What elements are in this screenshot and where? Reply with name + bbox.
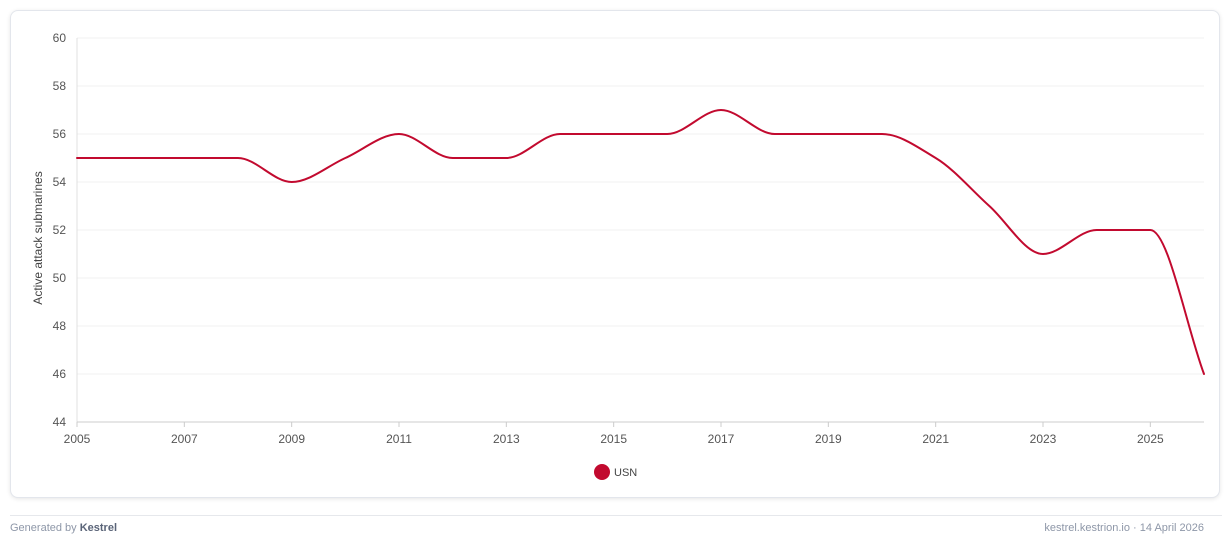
data-point[interactable] <box>557 131 563 137</box>
data-point[interactable] <box>933 155 939 161</box>
data-point[interactable] <box>825 131 831 137</box>
x-tick-label: 2005 <box>64 432 91 446</box>
legend-item-usn[interactable]: USN <box>594 464 637 480</box>
x-tick-label: 2025 <box>1137 432 1164 446</box>
x-tick-label: 2021 <box>922 432 949 446</box>
generated-prefix: Generated by <box>10 522 77 534</box>
series-line-usn[interactable] <box>76 109 1205 375</box>
data-point[interactable] <box>342 155 348 161</box>
data-point[interactable] <box>879 131 885 137</box>
y-tick-label: 50 <box>53 271 67 285</box>
y-tick-label: 56 <box>53 127 67 141</box>
data-point[interactable] <box>503 155 509 161</box>
y-tick-label: 44 <box>53 415 67 429</box>
y-tick-label: 48 <box>53 319 67 333</box>
y-tick-label: 54 <box>53 175 67 189</box>
data-point[interactable] <box>1201 371 1207 377</box>
data-point[interactable] <box>1040 251 1046 257</box>
data-point[interactable] <box>664 131 670 137</box>
data-point[interactable] <box>450 155 456 161</box>
x-tick-label: 2013 <box>493 432 520 446</box>
footer: Generated by Kestrel kestrel.kestrion.io… <box>10 520 1204 536</box>
x-tick-label: 2023 <box>1030 432 1057 446</box>
data-point[interactable] <box>181 155 187 161</box>
y-axis-label: Active attack submarines <box>31 171 45 304</box>
data-point[interactable] <box>128 155 134 161</box>
data-point[interactable] <box>1094 227 1100 233</box>
legend-marker <box>594 464 610 480</box>
chart-card: 44 46 48 50 52 54 56 58 60 2005 2007 2009 2011 2013 20… <box>10 10 1220 498</box>
x-tick-label: 2009 <box>278 432 305 446</box>
data-point[interactable] <box>74 155 80 161</box>
footer-divider <box>10 515 1222 516</box>
x-tick-label: 2007 <box>171 432 198 446</box>
x-tick-label: 2011 <box>386 432 412 446</box>
x-tick-label: 2017 <box>708 432 735 446</box>
brand-link[interactable]: Kestrel <box>79 522 118 534</box>
data-point[interactable] <box>718 107 724 113</box>
y-tick-label: 58 <box>53 79 67 93</box>
data-point[interactable] <box>396 131 402 137</box>
y-tick-label: 52 <box>53 223 67 237</box>
line-chart: 44 46 48 50 52 54 56 58 60 2005 2007 2009 2011 2013 20… <box>31 31 1207 480</box>
data-point[interactable] <box>1147 227 1153 233</box>
y-tick-label: 60 <box>53 31 67 45</box>
generated-by: Generated by Kestrel <box>10 522 117 534</box>
source-and-date: kestrel.kestrion.io · 14 April 2026 <box>1044 522 1204 534</box>
x-tick-label: 2015 <box>600 432 627 446</box>
data-point[interactable] <box>235 155 241 161</box>
data-point[interactable] <box>986 203 992 209</box>
legend-label: USN <box>614 467 637 479</box>
data-point[interactable] <box>772 131 778 137</box>
data-point[interactable] <box>289 179 295 185</box>
y-tick-label: 46 <box>53 367 67 381</box>
data-point[interactable] <box>611 131 617 137</box>
x-tick-label: 2019 <box>815 432 842 446</box>
